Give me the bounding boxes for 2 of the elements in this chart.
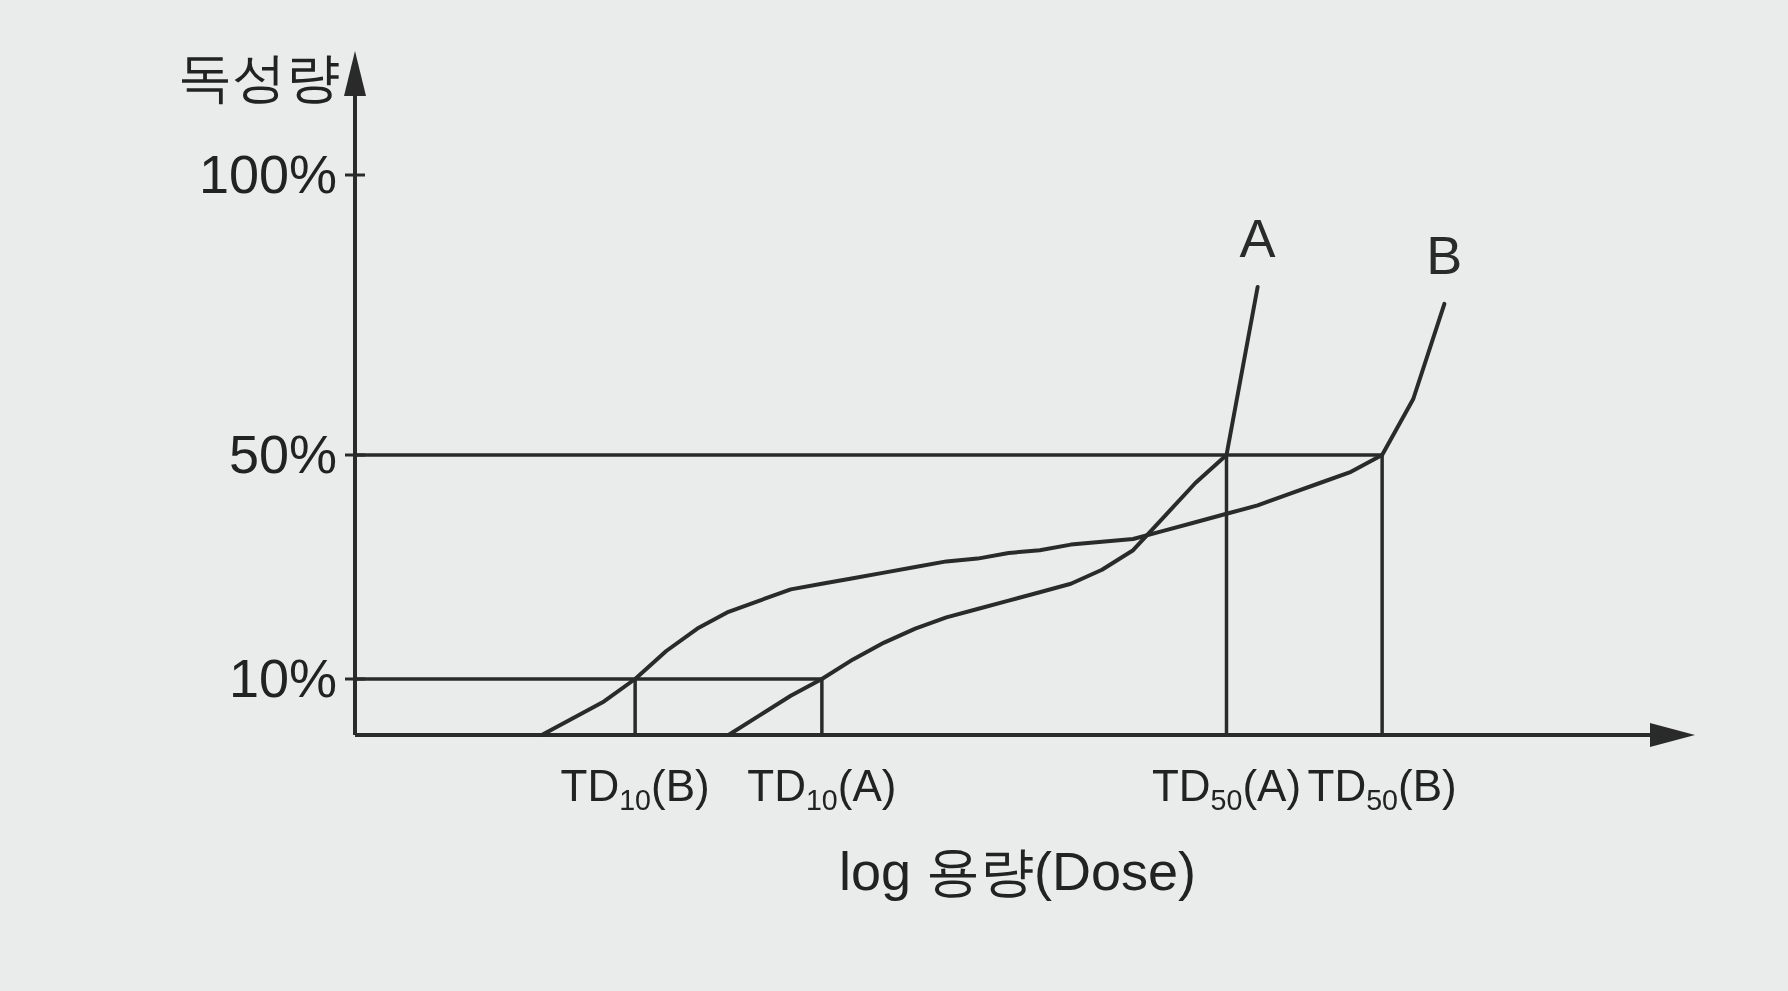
- xlabel: log 용량(Dose): [838, 841, 1197, 901]
- ylabel: 독성량: [178, 47, 340, 107]
